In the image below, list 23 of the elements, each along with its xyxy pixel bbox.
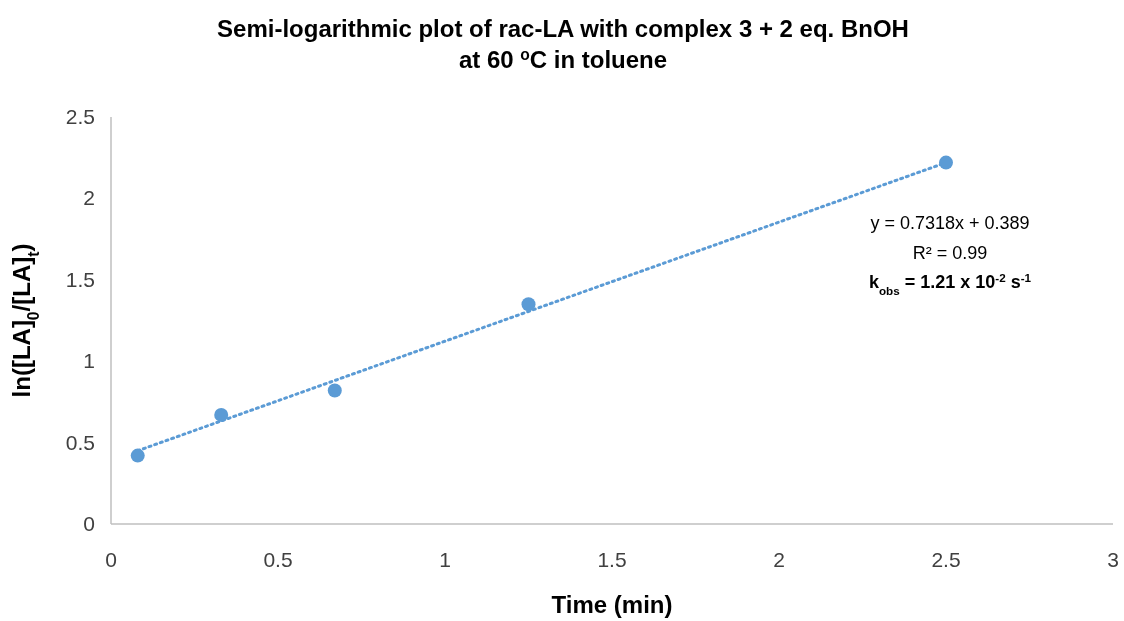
annotation: k$_{obs}$ = 1.21 x 10$^{-2}$ s$^{-1}$ [868,270,1032,297]
x-tick-label: 1 [439,548,451,571]
y-tick-label: 1 [83,349,95,373]
x-tick-label: 2 [773,548,785,571]
annotation: R² = 0.99 [912,243,988,263]
point [521,297,536,312]
x-tick-label: 0 [105,548,117,571]
y-tick-label: 0 [83,512,95,535]
y-tick-label: 0.5 [65,430,95,454]
y-tick-label: 2 [83,186,95,210]
y-tick-label: 1.5 [65,267,95,291]
x-tick-label: 3 [1107,548,1119,571]
point [939,155,953,170]
annotation: y = 0.7318x + 0.389 [870,213,1030,233]
point [130,448,145,463]
point [327,383,342,398]
x-axis-title: Time (min) [551,591,673,618]
x-tick-label: 2.5 [931,548,961,571]
x-tick-label: 0.5 [263,548,293,571]
chart-title: Semi-logarithmic plot of rac-LA with complex 3 + 2 eq. BnOH at 60 $^{o}$C in toluene [217,15,909,73]
x-tick-label: 1.5 [597,548,627,571]
point [214,407,229,422]
y-tick-label: 2.5 [65,105,95,128]
